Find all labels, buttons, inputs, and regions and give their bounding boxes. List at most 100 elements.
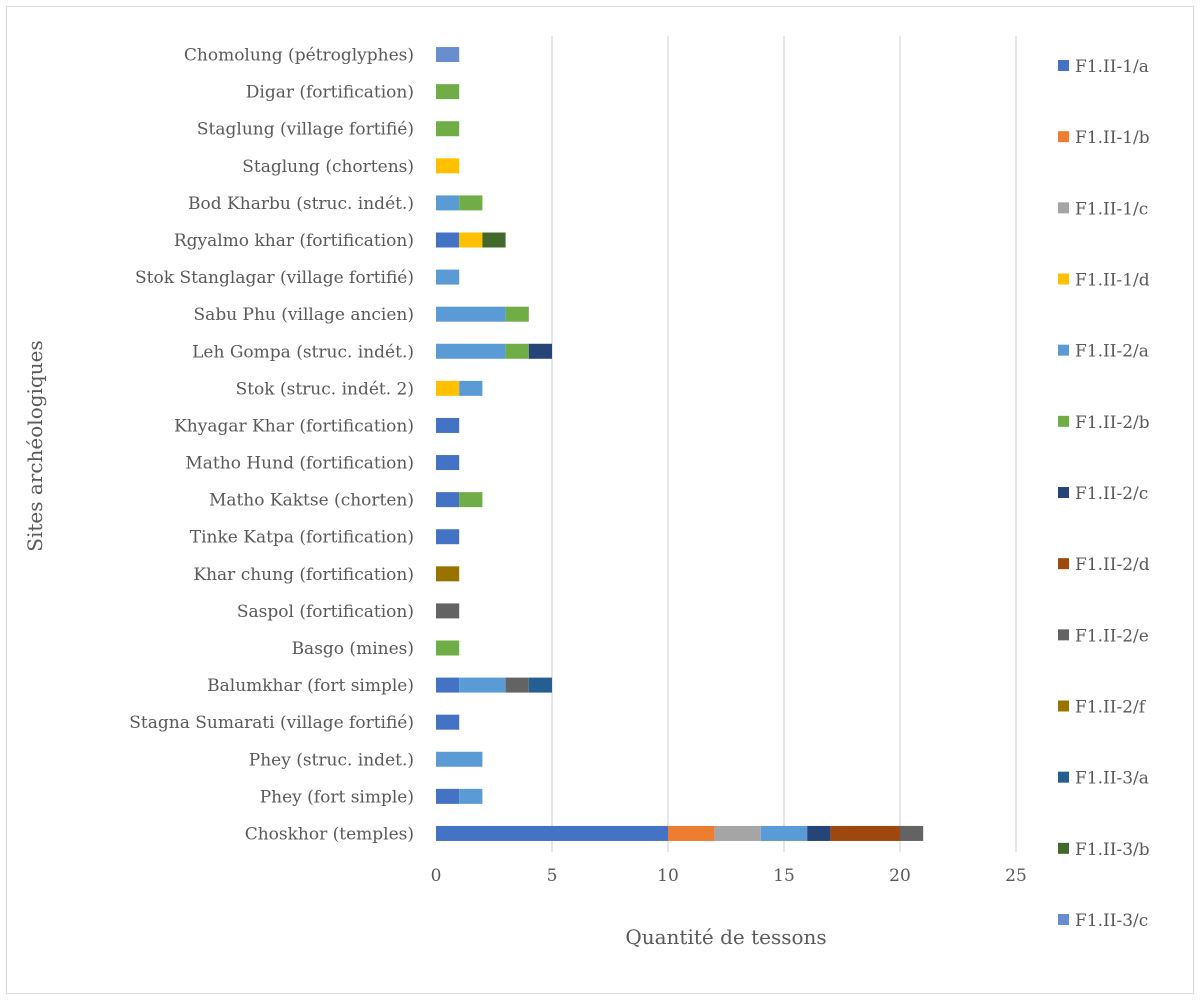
bar-segment xyxy=(668,825,715,841)
legend-swatch xyxy=(1058,558,1069,570)
bar-segment xyxy=(436,492,460,508)
legend-label: F1.II-2/e xyxy=(1075,626,1149,646)
bar-segment xyxy=(830,825,900,841)
x-tick-label: 10 xyxy=(657,866,679,886)
legend-swatch xyxy=(1058,629,1069,641)
y-tick-label: Matho Hund (fortification) xyxy=(185,454,414,474)
bar-segment xyxy=(436,640,460,656)
legend-label: F1.II-2/b xyxy=(1075,413,1150,433)
legend-label: F1.II-1/b xyxy=(1075,128,1150,148)
legend-label: F1.II-2/f xyxy=(1075,698,1147,718)
x-tick-label: 5 xyxy=(547,866,558,886)
y-tick-label: Bod Kharbu (struc. indét.) xyxy=(188,194,414,214)
bar-segment xyxy=(505,306,529,322)
legend-label: F1.II-3/a xyxy=(1075,769,1149,789)
y-tick-label: Balumkhar (fort simple) xyxy=(207,676,414,696)
bar-segment xyxy=(459,492,483,508)
legend-swatch xyxy=(1058,60,1069,71)
bar-segment xyxy=(436,306,506,322)
bar-segment xyxy=(436,232,460,248)
y-tick-label: Khar chung (fortification) xyxy=(193,565,414,585)
y-tick-label: Tinke Katpa (fortification) xyxy=(190,528,414,548)
bar-segment xyxy=(459,677,506,693)
bar-segment xyxy=(436,380,460,396)
y-tick-label: Digar (fortification) xyxy=(246,83,414,103)
legend-swatch xyxy=(1058,914,1069,925)
legend-label: F1.II-3/c xyxy=(1075,911,1148,931)
y-tick-label: Sabu Phu (village ancien) xyxy=(194,305,414,325)
y-tick-label: Leh Gompa (struc. indét.) xyxy=(192,342,414,362)
legend-label: F1.II-2/d xyxy=(1075,555,1150,575)
y-tick-label: Staglung (chortens) xyxy=(242,157,414,177)
y-tick-label: Stok Stanglagar (village fortifié) xyxy=(135,268,414,288)
legend-swatch xyxy=(1058,487,1069,498)
gridlines xyxy=(551,36,1017,852)
bar-segment xyxy=(459,788,483,804)
legend-swatch xyxy=(1058,771,1069,783)
legend-swatch xyxy=(1058,344,1069,356)
bar-segment xyxy=(459,232,483,248)
bar-segment xyxy=(528,677,552,693)
legend-swatch xyxy=(1058,842,1069,854)
x-tick-label: 0 xyxy=(431,866,442,886)
bar-segment xyxy=(436,825,668,841)
bar-segment xyxy=(436,455,460,471)
bar-segment xyxy=(760,825,808,841)
bar-segment xyxy=(482,232,506,248)
y-tick-label: Rgyalmo khar (fortification) xyxy=(174,231,414,251)
bar-segment xyxy=(505,343,529,359)
y-tick-labels: Choskhor (temples) Phey (fort simple) Phey… xyxy=(129,46,414,845)
bar-segment xyxy=(436,121,460,137)
y-tick-label: Saspol (fortification) xyxy=(237,602,414,622)
legend-swatch xyxy=(1058,700,1069,712)
legend-swatch xyxy=(1058,202,1069,214)
legend-swatch xyxy=(1058,415,1069,427)
legend-label: F1.II-3/b xyxy=(1075,840,1150,860)
bar-segment xyxy=(436,269,460,285)
y-tick-label: Matho Kaktse (chorten) xyxy=(209,491,414,511)
bar-segment xyxy=(436,677,460,693)
legend-label: F1.II-1/d xyxy=(1075,271,1150,291)
bar-segment xyxy=(436,47,460,63)
bar-segment xyxy=(436,84,460,100)
bar-segment xyxy=(436,417,460,433)
bar-segment xyxy=(459,195,483,211)
bar-segment xyxy=(900,825,924,841)
y-axis-title: Sites archéologiques xyxy=(23,340,47,551)
x-tick-label: 25 xyxy=(1005,866,1027,886)
bar-segment xyxy=(436,603,460,619)
y-tick-label: Stagna Sumarati (village fortifié) xyxy=(129,713,414,733)
bar-segment xyxy=(459,380,483,396)
x-axis-title: Quantité de tessons xyxy=(625,925,826,949)
bar-segment xyxy=(436,158,460,174)
y-tick-label: Basgo (mines) xyxy=(292,639,414,659)
x-tick-label: 20 xyxy=(889,866,911,886)
bar-segment xyxy=(436,343,506,359)
x-tick-label: 15 xyxy=(773,866,795,886)
bar-segment xyxy=(714,825,761,841)
bars xyxy=(436,47,924,841)
legend-label: F1.II-1/a xyxy=(1075,57,1149,77)
bar-segment xyxy=(436,195,460,211)
y-tick-label: Staglung (village fortifié) xyxy=(197,120,414,140)
y-tick-label: Stok (struc. indét. 2) xyxy=(236,379,414,399)
legend: F1.II-1/a F1.II-1/b F1.II-1/c F1.II-1/d F1.I… xyxy=(1058,57,1150,931)
legend-swatch xyxy=(1058,273,1069,285)
legend-swatch xyxy=(1058,131,1069,143)
bar-segment xyxy=(436,714,460,730)
bar-segment xyxy=(436,788,460,804)
bar-segment xyxy=(436,751,483,767)
bar-segment xyxy=(436,566,460,582)
legend-label: F1.II-1/c xyxy=(1075,199,1148,219)
bar-segment xyxy=(528,343,552,359)
y-tick-label: Phey (fort simple) xyxy=(260,787,414,807)
legend-label: F1.II-2/c xyxy=(1075,484,1148,504)
bar-segment xyxy=(505,677,529,693)
bar-segment xyxy=(807,825,831,841)
y-tick-label: Khyagar Khar (fortification) xyxy=(174,416,414,436)
x-tick-labels: 0 5 10 15 20 25 xyxy=(431,866,1027,886)
y-tick-label: Phey (struc. indet.) xyxy=(249,750,414,770)
legend-label: F1.II-2/a xyxy=(1075,342,1149,362)
y-tick-label: Choskhor (temples) xyxy=(245,824,414,844)
